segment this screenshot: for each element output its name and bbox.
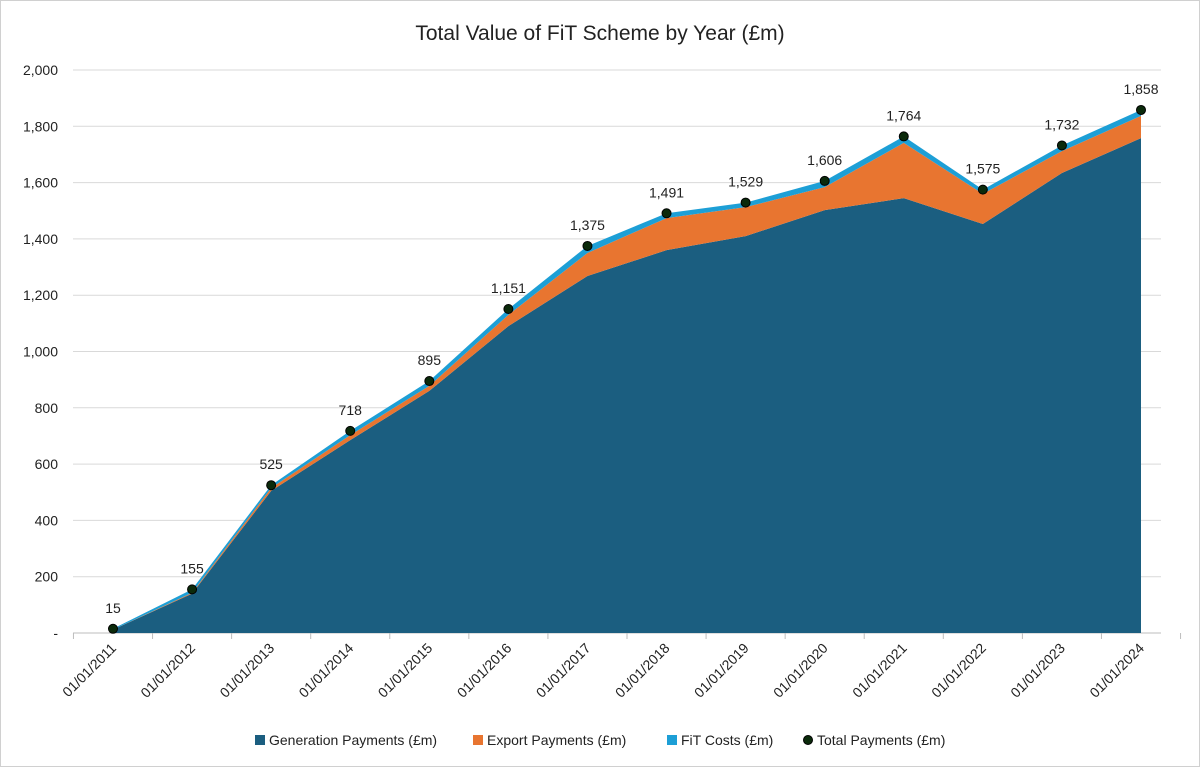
legend-label: Export Payments (£m) <box>487 732 626 748</box>
total-payments-marker <box>819 175 830 186</box>
total-payments-marker <box>266 480 277 491</box>
data-label: 525 <box>259 456 283 472</box>
data-label: 1,151 <box>491 280 526 296</box>
x-tick-label: 01/01/2014 <box>295 640 356 701</box>
x-tick-label: 01/01/2017 <box>533 640 594 701</box>
area-fit-costs-m <box>113 109 1141 630</box>
total-payments-marker <box>187 584 198 595</box>
total-payments-marker <box>898 131 909 142</box>
data-label: 1,858 <box>1123 81 1158 97</box>
y-tick-label: 1,000 <box>23 344 58 360</box>
y-tick-label: 2,000 <box>23 62 58 78</box>
y-tick-label: 400 <box>35 512 59 528</box>
x-tick-label: 01/01/2020 <box>770 640 831 701</box>
total-payments-marker <box>1136 104 1146 115</box>
y-tick-label: 1,200 <box>23 287 58 303</box>
y-tick-label: - <box>53 625 58 641</box>
x-tick-label: 01/01/2018 <box>612 640 673 701</box>
x-tick-label: 01/01/2016 <box>454 640 515 701</box>
data-label: 1,606 <box>807 152 842 168</box>
legend-label: Generation Payments (£m) <box>269 732 437 748</box>
data-label: 15 <box>105 600 121 616</box>
total-payments-marker <box>424 376 435 387</box>
chart-title: Total Value of FiT Scheme by Year (£m) <box>415 22 784 45</box>
y-tick-label: 200 <box>35 569 59 585</box>
legend-swatch <box>667 735 677 745</box>
data-label: 718 <box>339 402 363 418</box>
x-tick-label: 01/01/2023 <box>1007 640 1068 701</box>
total-payments-marker <box>345 425 356 436</box>
y-tick-label: 600 <box>35 456 59 472</box>
data-label: 1,732 <box>1044 116 1079 132</box>
total-payments-marker <box>1056 140 1067 151</box>
x-tick-label: 01/01/2022 <box>928 640 989 701</box>
y-tick-label: 800 <box>35 400 59 416</box>
y-tick-label: 1,600 <box>23 175 58 191</box>
x-tick-label: 01/01/2021 <box>849 640 910 701</box>
total-payments-marker <box>740 197 751 208</box>
x-tick-label: 01/01/2024 <box>1086 640 1147 701</box>
total-payments-marker <box>503 303 514 314</box>
data-label: 1,375 <box>570 217 605 233</box>
y-tick-label: 1,400 <box>23 231 58 247</box>
legend-label: FiT Costs (£m) <box>681 732 773 748</box>
legend-swatch <box>473 735 483 745</box>
total-payments-marker <box>582 240 593 251</box>
x-tick-label: 01/01/2012 <box>137 640 198 701</box>
total-payments-marker <box>108 623 118 634</box>
x-tick-label: 01/01/2015 <box>375 640 436 701</box>
x-tick-label: 01/01/2019 <box>691 640 752 701</box>
data-label: 1,491 <box>649 184 684 200</box>
data-label: 1,764 <box>886 107 921 123</box>
data-label: 155 <box>180 560 204 576</box>
legend-marker-icon <box>803 735 813 745</box>
data-label: 1,529 <box>728 174 763 190</box>
legend-swatch <box>255 735 265 745</box>
legend-label: Total Payments (£m) <box>817 732 945 748</box>
total-payments-marker <box>977 184 988 195</box>
y-tick-label: 1,800 <box>23 118 58 134</box>
x-tick-label: 01/01/2013 <box>216 640 277 701</box>
area-export-payments-m <box>113 115 1141 630</box>
data-label: 895 <box>418 352 442 368</box>
total-payments-marker <box>661 208 672 219</box>
data-label: 1,575 <box>965 161 1000 177</box>
x-tick-label: 01/01/2011 <box>59 640 119 700</box>
area-generation-payments-m <box>113 138 1141 634</box>
